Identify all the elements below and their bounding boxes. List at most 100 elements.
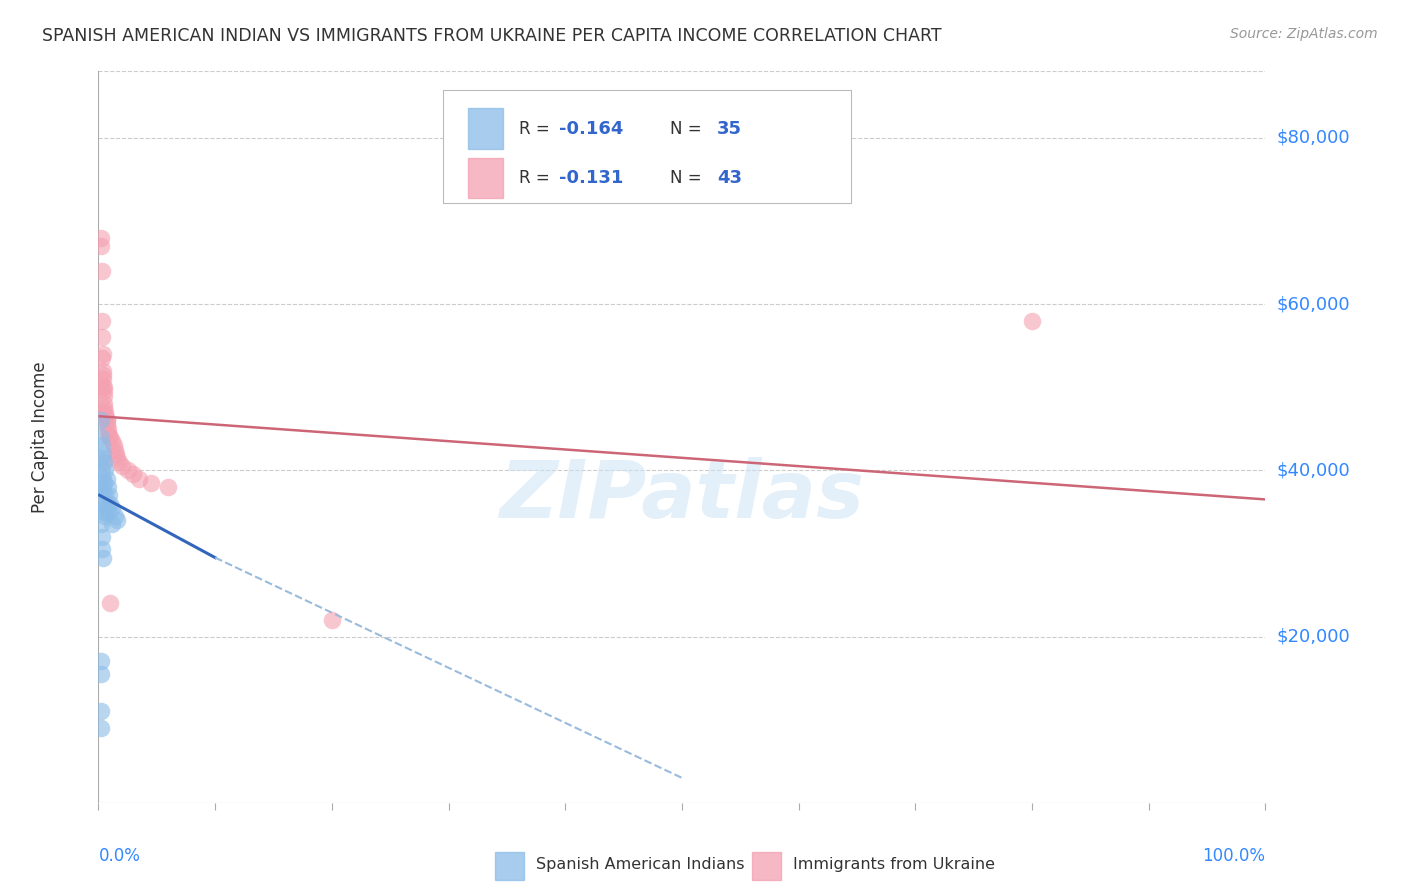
Bar [468,158,503,198]
Point [122,467,145,482]
Point [157,480,180,494]
Point [90,314,112,328]
Point [90,530,112,544]
Point [101,500,124,515]
Text: $80,000: $80,000 [1277,128,1350,147]
Point [93,380,115,394]
Point [93,397,115,411]
Text: $20,000: $20,000 [1277,628,1350,646]
Text: Spanish American Indians: Spanish American Indians [536,857,745,872]
Point [90,438,112,452]
Point [93,475,115,490]
Point [108,455,131,469]
Point [90,705,112,719]
Text: N =: N = [671,120,707,137]
Point [97,505,120,519]
Text: -0.131: -0.131 [560,169,624,187]
Point [96,472,118,486]
Point [104,509,127,524]
Point [90,230,112,244]
Text: R =: R = [519,120,554,137]
FancyBboxPatch shape [443,90,851,203]
Point [91,368,114,382]
Text: 0.0%: 0.0% [98,847,141,864]
Point [94,500,117,515]
Point [93,497,115,511]
Point [91,447,114,461]
Text: R =: R = [519,169,554,187]
Point [91,347,114,361]
Point [90,413,112,427]
Point [91,484,114,499]
Text: ZIPatlas: ZIPatlas [499,457,865,534]
Point [111,459,134,474]
Point [93,384,115,399]
Point [90,517,112,532]
Point [104,442,127,457]
Point [1021,314,1043,328]
Text: $60,000: $60,000 [1277,295,1350,313]
Point [90,655,112,669]
Point [97,422,120,436]
Point [94,409,117,424]
Point [97,430,120,444]
Point [91,455,114,469]
Point [90,330,112,344]
Point [91,372,114,386]
Text: 43: 43 [717,169,742,187]
Point [91,363,114,377]
Point [97,425,120,440]
Point [90,351,112,365]
Point [93,455,115,469]
Point [93,388,115,402]
Point [139,475,162,490]
Point [105,513,128,527]
Bar [495,852,524,880]
Point [90,264,112,278]
Point [98,497,121,511]
Point [90,667,112,681]
Point [104,447,127,461]
Point [90,430,112,444]
Point [96,413,118,427]
Text: Per Capita Income: Per Capita Income [31,361,49,513]
Text: SPANISH AMERICAN INDIAN VS IMMIGRANTS FROM UKRAINE PER CAPITA INCOME CORRELATION: SPANISH AMERICAN INDIAN VS IMMIGRANTS FR… [42,27,942,45]
Point [91,472,114,486]
Point [105,450,128,465]
Point [93,401,115,415]
Point [90,463,112,477]
Point [94,509,117,524]
Point [96,497,118,511]
Text: $40,000: $40,000 [1277,461,1350,479]
Point [101,517,124,532]
Point [91,550,114,565]
Bar [468,109,503,149]
Point [90,450,112,465]
Point [94,463,117,477]
Point [90,239,112,253]
Text: 35: 35 [717,120,742,137]
Point [96,413,118,427]
Point [97,480,120,494]
Point [96,417,118,432]
Point [94,409,117,424]
Bar [752,852,782,880]
Point [90,721,112,735]
Text: -0.164: -0.164 [560,120,624,137]
Text: Immigrants from Ukraine: Immigrants from Ukraine [793,857,995,872]
Point [321,613,343,627]
Point [103,438,125,452]
Point [117,463,139,477]
Point [94,488,117,502]
Point [90,480,112,494]
Point [128,472,150,486]
Point [90,542,112,557]
Text: N =: N = [671,169,707,187]
Point [98,596,121,610]
Point [90,405,112,419]
Point [97,488,120,502]
Point [101,434,124,449]
Point [91,380,114,394]
Text: 100.0%: 100.0% [1202,847,1265,864]
Point [94,405,117,419]
